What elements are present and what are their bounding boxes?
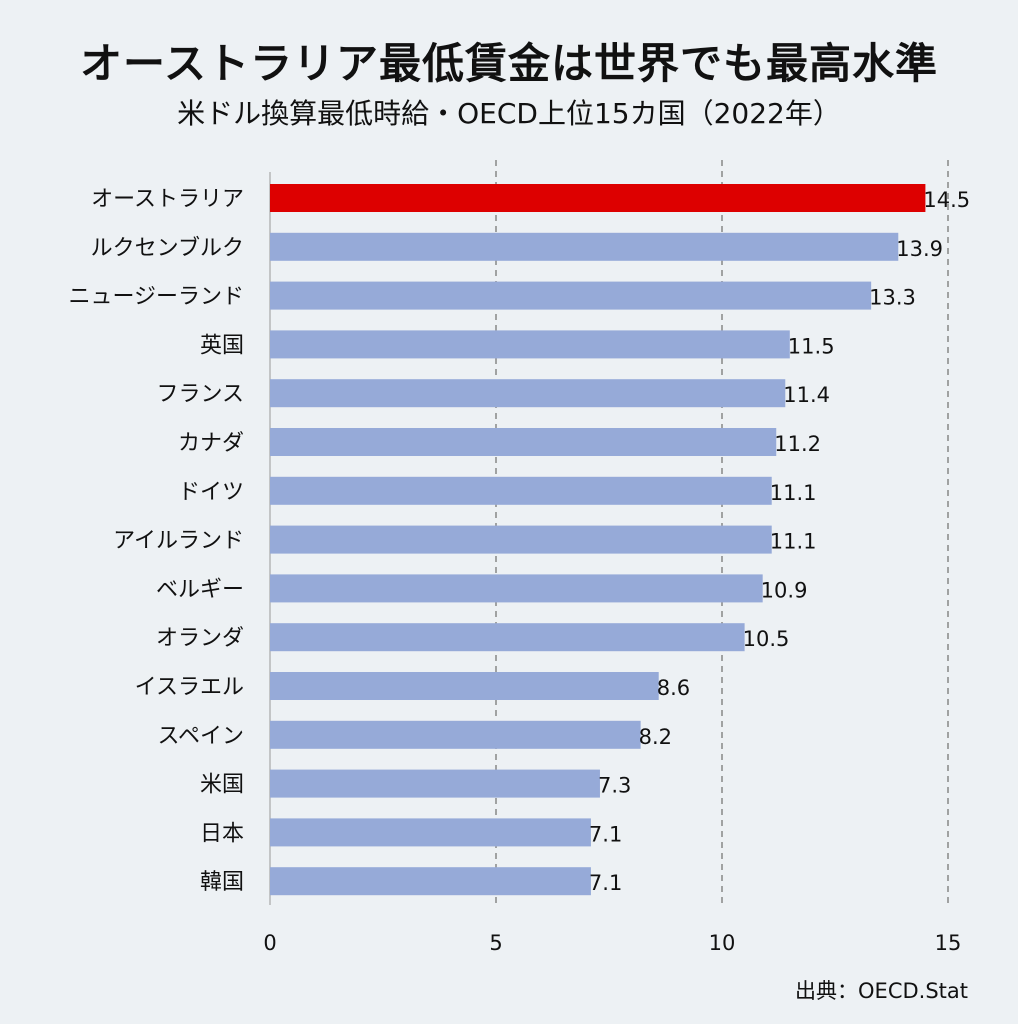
value-label: 11.2 [774, 432, 821, 456]
x-tick-label: 10 [709, 931, 736, 955]
category-label: イスラエル [135, 675, 244, 700]
bar [270, 818, 591, 847]
value-label: 11.5 [788, 334, 835, 358]
category-label: オーストラリア [91, 187, 244, 212]
value-label: 13.3 [869, 286, 916, 310]
value-label: 10.5 [743, 627, 790, 651]
value-label: 14.5 [923, 188, 970, 212]
value-label: 10.9 [761, 578, 808, 602]
category-label: カナダ [178, 431, 244, 456]
category-label: 日本 [200, 821, 244, 846]
category-label: ドイツ [178, 480, 244, 505]
x-tick-label: 5 [489, 931, 502, 955]
value-label: 7.1 [589, 822, 622, 846]
source-note: 出典：OECD.Stat [795, 979, 968, 1003]
bar [270, 623, 745, 652]
bar [270, 184, 926, 212]
bar [270, 769, 600, 798]
value-label: 8.6 [657, 676, 690, 700]
x-tick-label: 15 [935, 931, 962, 955]
bar [270, 525, 772, 554]
category-label: ベルギー [156, 577, 244, 602]
value-label: 7.1 [589, 871, 622, 895]
category-label: 英国 [200, 333, 244, 358]
value-label: 7.3 [598, 774, 631, 798]
value-label: 11.1 [770, 481, 817, 505]
chart-title: オーストラリア最低賃金は世界でも最高水準 [80, 39, 938, 88]
category-label: 韓国 [200, 870, 244, 895]
category-label: オランダ [156, 626, 244, 651]
category-label: アイルランド [113, 529, 244, 554]
category-label: ルクセンブルク [91, 236, 244, 261]
bar [270, 720, 641, 749]
bar [270, 867, 591, 896]
chart-subtitle: 米ドル換算最低時給・OECD上位15カ国（2022年） [177, 97, 841, 130]
bar [270, 379, 786, 408]
value-label: 13.9 [896, 237, 943, 261]
bar [270, 428, 777, 456]
bar [270, 330, 790, 359]
bar [270, 232, 899, 261]
category-label: 米国 [200, 773, 244, 798]
value-label: 11.1 [770, 530, 817, 554]
category-label: スペイン [158, 724, 244, 749]
bar [270, 476, 772, 505]
bar [270, 574, 763, 603]
bar [270, 672, 659, 700]
category-label: フランス [156, 382, 244, 407]
value-label: 11.4 [783, 383, 830, 407]
value-label: 8.2 [639, 725, 672, 749]
bar [270, 281, 872, 310]
x-tick-label: 0 [263, 931, 276, 955]
category-label: ニュージーランド [68, 285, 244, 310]
